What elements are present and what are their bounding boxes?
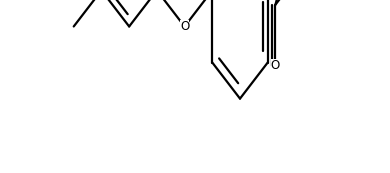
- Text: O: O: [180, 20, 189, 33]
- Text: O: O: [271, 59, 280, 72]
